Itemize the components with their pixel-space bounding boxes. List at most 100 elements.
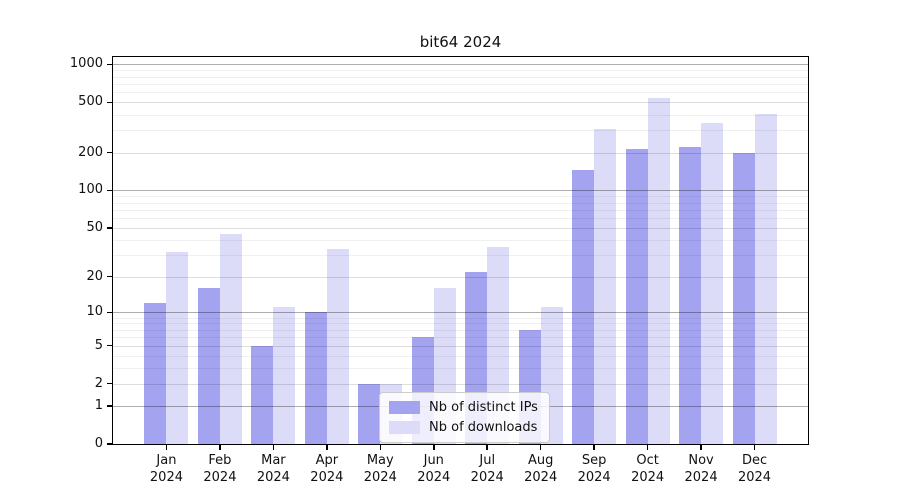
x-tick-label-line: Apr [315, 453, 339, 468]
y-tick-mark-200 [107, 151, 112, 154]
x-tick-label-line: Jun [423, 453, 444, 468]
y-tick-label-200: 200 [78, 144, 103, 160]
bar-distinct-ips-nov-2024 [679, 147, 702, 444]
x-tick-label-line: 2024 [203, 470, 237, 485]
gridline-10 [113, 312, 808, 314]
bar-distinct-ips-jan-2024 [144, 303, 167, 444]
bar-downloads-dec-2024 [754, 114, 777, 444]
y-tick-label-100: 100 [78, 182, 103, 198]
x-tick-label-line: Jan [156, 453, 177, 468]
gridline-20 [113, 276, 808, 278]
x-tick-mark-sep-2024 [593, 445, 595, 450]
y-tick-label-0: 0 [94, 436, 103, 451]
x-tick-label-line: 2024 [577, 470, 611, 485]
x-tick-label-line: 2024 [684, 470, 718, 485]
gridline-minor-600 [113, 92, 808, 94]
x-tick-mark-apr-2024 [326, 445, 328, 450]
x-tick-mark-may-2024 [379, 445, 382, 450]
y-tick-mark-0 [107, 443, 112, 445]
x-tick-label-line: Sep [581, 453, 607, 468]
gridline-50 [113, 227, 808, 229]
x-tick-label-dec-2024: Dec 2024 [725, 452, 785, 486]
gridline-5 [113, 345, 808, 347]
x-tick-mark-jul-2024 [486, 445, 488, 450]
x-tick-label-line: May [366, 453, 394, 468]
legend-label-downloads: Nb of downloads [429, 420, 538, 435]
y-tick-mark-2 [107, 382, 112, 385]
x-tick-label-aug-2024: Aug 2024 [511, 452, 571, 486]
gridline-2 [113, 383, 808, 385]
bar-distinct-ips-dec-2024 [732, 152, 755, 444]
x-tick-mark-jun-2024 [433, 445, 435, 450]
gridline-minor-6 [113, 337, 808, 339]
x-tick-label-line: 2024 [417, 470, 451, 485]
x-tick-label-feb-2024: Feb 2024 [190, 452, 250, 486]
x-tick-label-line: 2024 [256, 470, 290, 485]
y-tick-mark-100 [107, 189, 112, 192]
gridline-minor-7 [113, 329, 808, 331]
x-tick-mark-dec-2024 [753, 445, 756, 450]
x-tick-label-may-2024: May 2024 [350, 452, 410, 486]
gridline-200 [113, 152, 808, 154]
x-tick-label-line: 2024 [524, 470, 558, 485]
gridline-minor-80 [113, 202, 808, 204]
gridline-minor-3 [113, 367, 808, 369]
gridline-minor-70 [113, 209, 808, 211]
x-tick-label-line: Dec [741, 453, 768, 468]
x-tick-label-mar-2024: Mar 2024 [243, 452, 303, 486]
x-tick-label-line: 2024 [363, 470, 397, 485]
gridline-minor-400 [113, 114, 808, 116]
legend-swatch-distinct-ips [389, 401, 420, 414]
x-tick-mark-mar-2024 [272, 445, 275, 450]
y-tick-mark-10 [107, 311, 112, 313]
bar-downloads-sep-2024 [594, 128, 617, 444]
gridline-minor-900 [113, 70, 808, 72]
legend-entry-downloads: Nb of downloads [389, 420, 538, 435]
y-tick-mark-50 [107, 227, 112, 229]
y-tick-mark-500 [107, 101, 112, 104]
gridline-minor-30 [113, 255, 808, 257]
x-tick-mark-feb-2024 [219, 445, 221, 450]
x-tick-label-line: 2024 [737, 470, 772, 485]
y-tick-label-1: 1 [94, 397, 103, 413]
gridline-minor-4 [113, 355, 808, 357]
gridline-minor-9 [113, 317, 808, 319]
gridline-100 [113, 190, 808, 192]
bar-downloads-feb-2024 [219, 233, 242, 444]
x-tick-label-jun-2024: Jun 2024 [404, 452, 464, 486]
x-tick-label-line: Aug [527, 453, 554, 468]
bar-downloads-jan-2024 [166, 251, 189, 444]
y-tick-label-1000: 1000 [69, 56, 103, 72]
gridline-500 [113, 102, 808, 104]
y-tick-mark-1 [107, 405, 112, 407]
x-tick-label-line: 2024 [470, 470, 504, 485]
bar-distinct-ips-oct-2024 [625, 148, 648, 444]
x-tick-mark-jan-2024 [165, 445, 168, 450]
bar-downloads-mar-2024 [273, 307, 296, 444]
y-tick-label-50: 50 [86, 219, 103, 235]
y-tick-label-20: 20 [86, 268, 103, 284]
y-tick-mark-1000 [107, 63, 112, 66]
y-tick-label-2: 2 [94, 375, 103, 391]
x-tick-label-apr-2024: Apr 2024 [297, 452, 357, 486]
x-tick-label-jan-2024: Jan 2024 [136, 452, 196, 486]
legend-label-distinct-ips: Nb of distinct IPs [429, 400, 538, 415]
gridline-minor-90 [113, 196, 808, 198]
gridline-minor-60 [113, 218, 808, 220]
x-tick-label-line: 2024 [149, 470, 183, 485]
x-tick-label-oct-2024: Oct 2024 [618, 452, 678, 486]
x-tick-label-line: 2024 [631, 470, 665, 485]
x-tick-label-line: 2024 [310, 470, 344, 485]
y-tick-mark-5 [107, 344, 112, 347]
bar-distinct-ips-mar-2024 [251, 345, 274, 444]
chart-title: bit64 2024 [419, 33, 502, 51]
bar-distinct-ips-apr-2024 [304, 312, 327, 444]
legend-swatch-downloads [389, 421, 420, 434]
legend: Nb of distinct IPs Nb of downloads [379, 392, 550, 443]
x-tick-label-jul-2024: Jul 2024 [457, 452, 517, 486]
x-tick-label-line: Nov [688, 453, 714, 468]
gridline-minor-40 [113, 239, 808, 241]
y-tick-label-10: 10 [86, 304, 103, 320]
bar-downloads-apr-2024 [326, 248, 349, 444]
